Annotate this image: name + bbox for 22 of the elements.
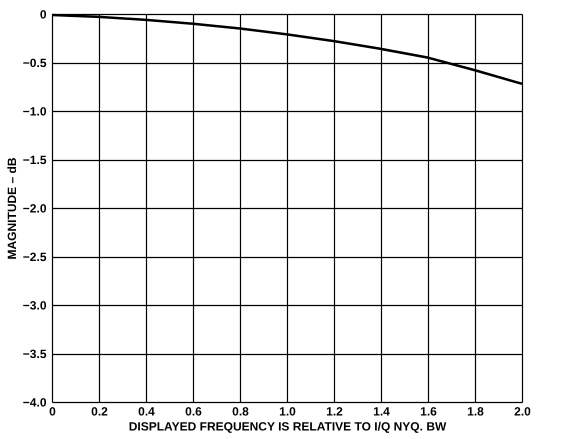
- x-tick-label: 1.6: [420, 404, 438, 418]
- y-tick-label: −1.5: [22, 153, 47, 167]
- y-tick-label: −2.5: [22, 250, 47, 264]
- y-tick-label: −1.0: [22, 104, 47, 118]
- x-tick-label: 1.4: [373, 404, 390, 418]
- x-tick-label: 0.4: [138, 404, 156, 418]
- y-tick-label: −3.0: [22, 298, 47, 312]
- y-tick-label: −2.0: [22, 202, 47, 216]
- y-tick-label: −4.0: [22, 396, 47, 410]
- y-axis-title: MAGNITUDE – dB: [4, 157, 19, 260]
- x-tick-label: 1.2: [326, 404, 344, 418]
- x-tick-label: 1.0: [279, 404, 296, 418]
- x-tick-label: 0.2: [91, 404, 108, 418]
- y-tick-label: −3.5: [22, 347, 47, 361]
- x-tick-label: 0.6: [185, 404, 202, 418]
- y-tick-label: −0.5: [22, 56, 47, 70]
- x-axis-title: DISPLAYED FREQUENCY IS RELATIVE TO I/Q NYQ. BW: [128, 420, 447, 434]
- x-tick-label: 2.0: [514, 404, 532, 418]
- x-tick-label: 1.8: [467, 404, 484, 418]
- y-tick-label: 0: [40, 8, 47, 22]
- x-tick-label: 0.8: [232, 404, 250, 418]
- x-tick-label: 0: [49, 404, 56, 418]
